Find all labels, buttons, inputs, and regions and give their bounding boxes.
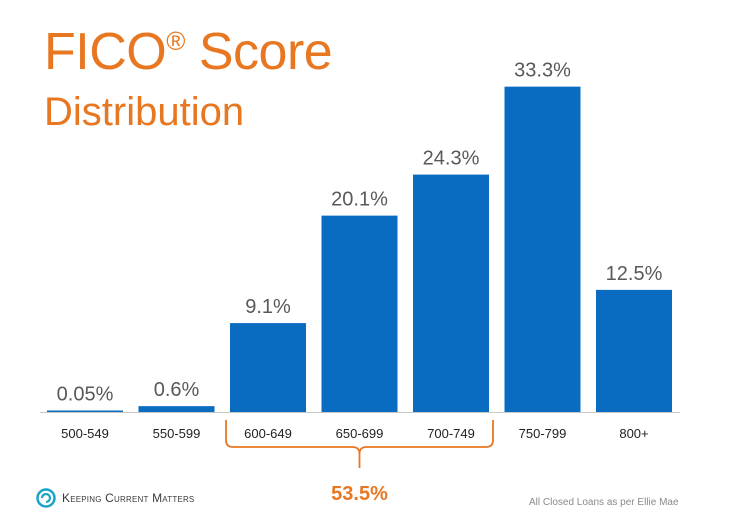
value-label: 9.1% — [245, 296, 291, 318]
title-suffix: Score — [184, 23, 333, 81]
bracket-total-label: 53.5% — [331, 483, 388, 505]
value-label: 12.5% — [606, 263, 663, 285]
x-tick-label: 800+ — [619, 426, 648, 441]
x-tick-label: 650-699 — [336, 426, 384, 441]
x-tick-label: 550-599 — [153, 426, 201, 441]
bar-550-599 — [138, 406, 215, 412]
value-label: 20.1% — [331, 189, 388, 211]
brand-logo: Keeping Current Matters — [36, 488, 194, 508]
value-label: 24.3% — [423, 148, 480, 170]
chart-title: FICO® Score — [44, 23, 333, 81]
logo-text: Keeping Current Matters — [62, 491, 195, 505]
bar-650-699 — [321, 215, 398, 412]
chart-subtitle: Distribution — [44, 90, 245, 134]
value-label: 0.05% — [57, 384, 114, 406]
bar-600-649 — [230, 323, 306, 412]
bar-500-549 — [47, 410, 123, 412]
source-note: All Closed Loans as per Ellie Mae — [529, 497, 679, 508]
group-bracket — [225, 420, 494, 468]
title-main: FICO — [44, 23, 167, 81]
registered-mark: ® — [166, 26, 185, 56]
value-label: 33.3% — [514, 60, 571, 82]
x-tick-label: 700-749 — [427, 426, 475, 441]
x-tick-label: 750-799 — [519, 426, 567, 441]
bar-800+ — [596, 289, 672, 412]
bar-750-799 — [504, 86, 581, 412]
x-tick-label: 600-649 — [244, 426, 292, 441]
kcm-logo-icon — [36, 488, 56, 508]
bar-700-749 — [413, 174, 489, 412]
x-tick-label: 500-549 — [61, 426, 109, 441]
value-label: 0.6% — [154, 379, 200, 401]
